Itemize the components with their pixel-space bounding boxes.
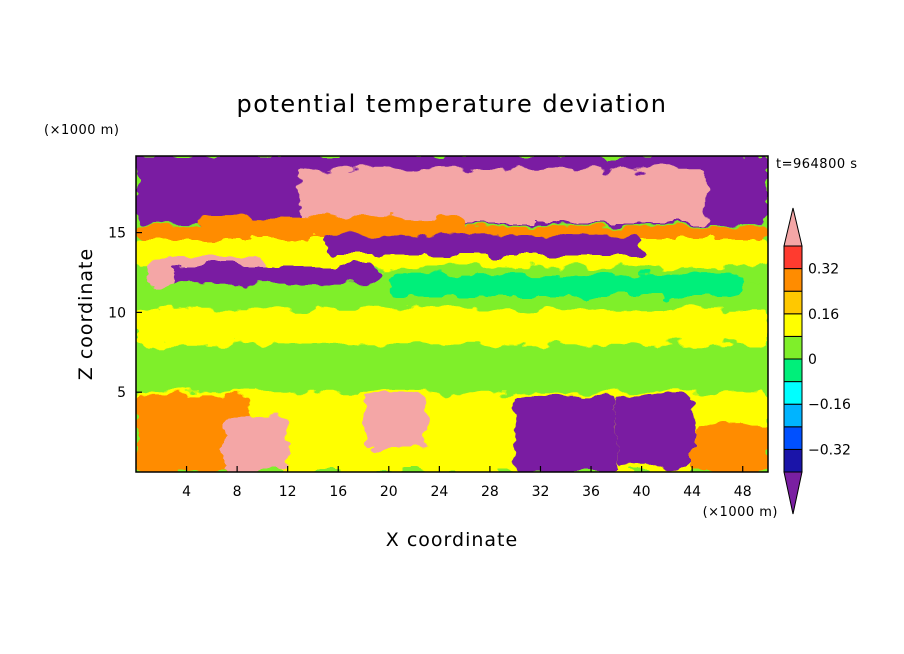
colorbar-segment [783,335,803,360]
colorbar-label: 0.32 [808,262,839,278]
contour-region-17 [515,395,617,472]
colorbar-segment [783,403,803,428]
colorbar-segment [783,313,803,337]
x-tick-label: 32 [532,484,550,500]
x-tick-label: 16 [329,484,347,500]
colorbar-label: −0.16 [808,397,851,413]
y-axis: 5 10 15 [108,226,142,401]
x-tick-label: 28 [481,484,499,500]
colorbar-label: 0.16 [808,307,839,323]
x-unit-label: (×1000 m) [703,505,778,520]
contour-region-10 [136,309,768,345]
x-tick-label: 36 [582,484,600,500]
y-unit-label: (×1000 m) [44,123,119,138]
plot-frame [135,155,769,473]
x-tick-label: 44 [683,484,701,500]
contour-region-13 [136,395,250,472]
x-axis-label: X coordinate [386,529,518,551]
x-tick-label: 24 [430,484,448,500]
y-tick-label: 10 [108,305,126,321]
contour-region-18 [616,395,693,468]
contour-fills [136,156,768,472]
x-tick-label: 20 [380,484,398,500]
colorbar-upper-triangle [783,207,803,247]
colorbar-segment [783,358,803,383]
contour-region-16 [439,424,503,468]
contour-region-19 [692,424,768,472]
colorbar-label: −0.32 [808,442,851,458]
colorbar-segment [783,381,803,405]
chart-title: potential temperature deviation [237,90,668,118]
colorbar-label: 0 [808,352,817,368]
contour-region-9 [388,274,743,297]
x-tick-label: 12 [279,484,297,500]
colorbar: 0.32 0.16 0 −0.16 −0.32 [783,207,851,515]
colorbar-segment [783,245,803,270]
colorbar-segment [783,448,803,473]
contour-region-14 [224,416,288,472]
colorbar-segment [783,268,803,292]
y-tick-label: 15 [108,226,126,242]
colorbar-segment [783,426,803,450]
y-tick-label: 5 [117,385,126,401]
x-tick-label: 40 [633,484,651,500]
contour-region-15 [363,395,427,449]
contour-region-1 [300,168,705,224]
time-label: t=964800 s [776,157,858,172]
x-tick-label: 8 [233,484,242,500]
plot-area [136,156,768,472]
colorbar-lower-triangle [783,471,803,515]
x-tick-label: 4 [182,484,191,500]
colorbar-segment [783,290,803,315]
contour-region-11 [136,344,768,393]
x-axis: 4 8 12 16 20 24 28 32 36 40 44 48 [182,466,752,500]
x-tick-label: 48 [734,484,752,500]
y-axis-label: Z coordinate [75,248,97,380]
contour-region-7 [325,235,642,255]
